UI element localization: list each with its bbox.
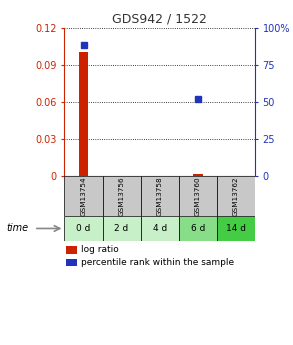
Text: GSM13758: GSM13758: [157, 176, 163, 216]
Title: GDS942 / 1522: GDS942 / 1522: [112, 12, 207, 25]
Bar: [79, 52, 88, 176]
Text: percentile rank within the sample: percentile rank within the sample: [81, 258, 234, 267]
Bar: [179, 216, 217, 241]
Bar: [141, 176, 179, 216]
Text: GSM13754: GSM13754: [81, 176, 86, 216]
Bar: [66, 259, 77, 266]
Text: 14 d: 14 d: [226, 224, 246, 233]
Bar: [66, 246, 77, 254]
Bar: [103, 216, 141, 241]
Bar: [64, 216, 103, 241]
Text: 2 d: 2 d: [115, 224, 129, 233]
Bar: [217, 216, 255, 241]
Text: time: time: [6, 224, 28, 234]
Text: GSM13756: GSM13756: [119, 176, 125, 216]
Bar: [103, 176, 141, 216]
Text: GSM13760: GSM13760: [195, 176, 201, 216]
Bar: [193, 174, 202, 176]
Text: 0 d: 0 d: [76, 224, 91, 233]
Text: GSM13762: GSM13762: [233, 176, 239, 216]
Bar: [64, 176, 103, 216]
Bar: [141, 216, 179, 241]
Text: 4 d: 4 d: [153, 224, 167, 233]
Bar: [217, 176, 255, 216]
Text: log ratio: log ratio: [81, 245, 118, 254]
Bar: [179, 176, 217, 216]
Text: 6 d: 6 d: [190, 224, 205, 233]
